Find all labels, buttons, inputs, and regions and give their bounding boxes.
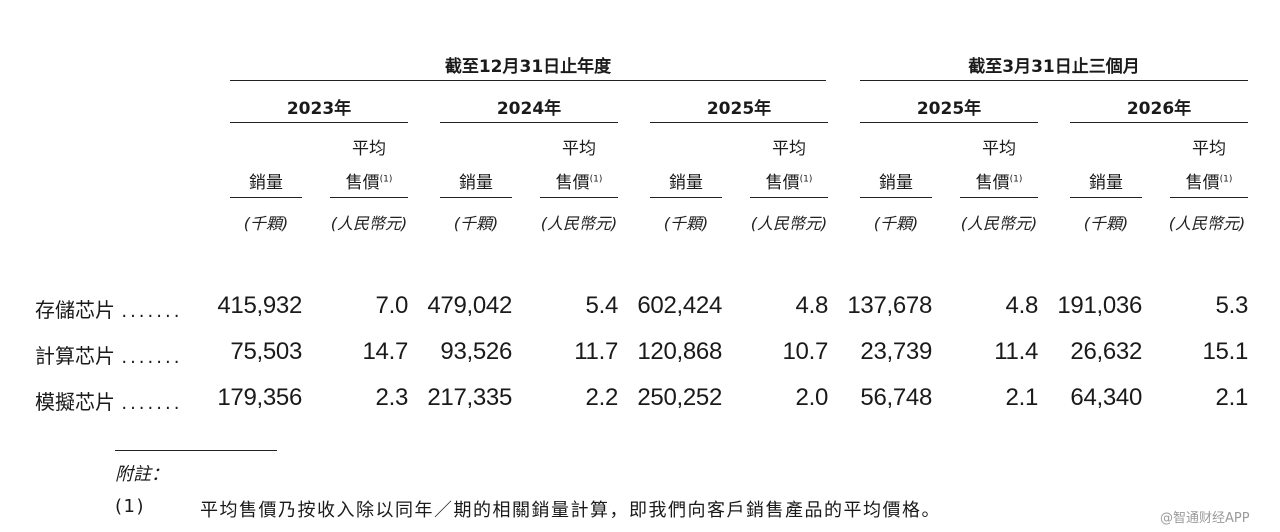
price-header-line2: 售價(1) <box>555 173 603 193</box>
table-cell: 14.7 <box>362 338 408 365</box>
period-header: 2026年 <box>1126 99 1192 119</box>
table-cell: 11.4 <box>994 338 1038 365</box>
subheader-rule <box>750 197 828 198</box>
footnote-number: (1) <box>115 496 145 517</box>
table-cell: 2.1 <box>1005 384 1039 411</box>
price-header-line1: 平均 <box>562 139 596 159</box>
table-cell: 64,340 <box>1070 384 1142 411</box>
table-cell: 2.0 <box>795 384 829 411</box>
table-cell: 5.3 <box>1215 292 1249 319</box>
group-rule-annual <box>230 80 826 81</box>
subheader-rule <box>1170 197 1248 198</box>
price-header-line1: 平均 <box>1192 139 1226 159</box>
table-cell: 15.1 <box>1202 338 1248 365</box>
footnote-marker: (1) <box>379 174 393 185</box>
row-label-compute: 計算芯片 ....... <box>35 344 183 368</box>
price-unit: (人民幣元) <box>1168 214 1246 233</box>
table-cell: 2.3 <box>375 384 409 411</box>
volume-unit: (千顆) <box>663 214 709 233</box>
footnote-marker: (1) <box>589 174 603 185</box>
leader-dots: ....... <box>121 301 183 322</box>
price-unit: (人民幣元) <box>330 214 408 233</box>
group-rule-quarter <box>860 80 1248 81</box>
period-rule <box>650 122 828 123</box>
volume-unit: (千顆) <box>453 214 499 233</box>
period-rule <box>440 122 618 123</box>
volume-header: 銷量 <box>879 173 913 193</box>
volume-unit: (千顆) <box>873 214 919 233</box>
table-cell: 217,335 <box>427 384 512 411</box>
price-header-line2: 售價(1) <box>975 173 1023 193</box>
table-cell: 250,252 <box>637 384 722 411</box>
table-cell: 75,503 <box>230 338 302 365</box>
table-cell: 10.7 <box>782 338 828 365</box>
subheader-rule <box>960 197 1038 198</box>
volume-header: 銷量 <box>1089 173 1123 193</box>
table-cell: 2.1 <box>1215 384 1249 411</box>
table-cell: 4.8 <box>1005 292 1039 319</box>
price-header-line1: 平均 <box>772 139 806 159</box>
table-cell: 415,932 <box>217 292 302 319</box>
table-cell: 11.7 <box>574 338 618 365</box>
watermark: @智通财经APP <box>1160 511 1250 526</box>
volume-header: 銷量 <box>669 173 703 193</box>
price-unit: (人民幣元) <box>540 214 618 233</box>
price-header-line1: 平均 <box>982 139 1016 159</box>
price-header-line2: 售價(1) <box>765 173 813 193</box>
footnote-separator <box>115 450 277 451</box>
footnote-marker: (1) <box>1009 174 1023 185</box>
period-header: 2024年 <box>496 99 562 119</box>
price-unit: (人民幣元) <box>960 214 1038 233</box>
volume-unit: (千顆) <box>1083 214 1129 233</box>
group-header-annual: 截至12月31日止年度 <box>444 57 612 77</box>
period-header: 2023年 <box>286 99 352 119</box>
row-label-analog: 模擬芯片 ....... <box>35 390 183 414</box>
subheader-rule <box>1070 197 1142 198</box>
price-header-line2: 售價(1) <box>1185 173 1233 193</box>
leader-dots: ....... <box>121 393 183 414</box>
footnote-marker: (1) <box>1219 174 1233 185</box>
footnote-marker: (1) <box>799 174 813 185</box>
table-cell: 26,632 <box>1070 338 1142 365</box>
leader-dots: ....... <box>121 347 183 368</box>
period-rule <box>1070 122 1248 123</box>
table-cell: 479,042 <box>427 292 512 319</box>
subheader-rule <box>650 197 722 198</box>
table-cell: 23,739 <box>860 338 932 365</box>
price-header-line1: 平均 <box>352 139 386 159</box>
table-cell: 7.0 <box>375 292 409 319</box>
subheader-rule <box>440 197 512 198</box>
period-header: 2025年 <box>916 99 982 119</box>
table-cell: 5.4 <box>585 292 619 319</box>
table-cell: 4.8 <box>795 292 829 319</box>
volume-header: 銷量 <box>249 173 283 193</box>
row-label-storage: 存儲芯片 ....... <box>35 298 183 322</box>
table-cell: 602,424 <box>637 292 722 319</box>
table-cell: 179,356 <box>217 384 302 411</box>
volume-header: 銷量 <box>459 173 493 193</box>
footnote-text: 平均售價乃按收入除以同年／期的相關銷量計算，即我們向客戶銷售產品的平均價格。 <box>200 500 941 521</box>
notes-title: 附註： <box>115 464 169 485</box>
subheader-rule <box>230 197 302 198</box>
group-header-quarter: 截至3月31日止三個月 <box>968 57 1140 77</box>
table-cell: 56,748 <box>860 384 932 411</box>
table-cell: 120,868 <box>637 338 722 365</box>
period-rule <box>230 122 408 123</box>
table-cell: 2.2 <box>585 384 619 411</box>
volume-unit: (千顆) <box>243 214 289 233</box>
table-cell: 191,036 <box>1057 292 1142 319</box>
subheader-rule <box>540 197 618 198</box>
period-header: 2025年 <box>706 99 772 119</box>
price-header-line2: 售價(1) <box>345 173 393 193</box>
table-cell: 93,526 <box>440 338 512 365</box>
subheader-rule <box>330 197 408 198</box>
subheader-rule <box>860 197 932 198</box>
price-unit: (人民幣元) <box>750 214 828 233</box>
period-rule <box>860 122 1038 123</box>
table-cell: 137,678 <box>847 292 932 319</box>
